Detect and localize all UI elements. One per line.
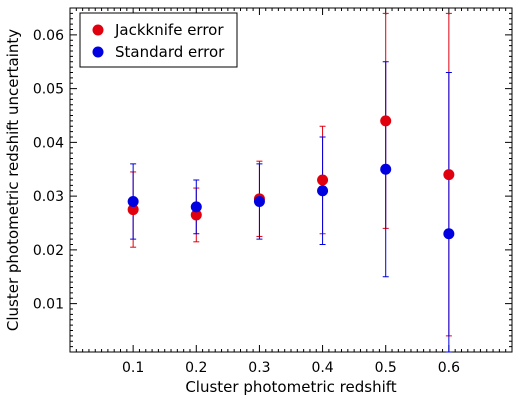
markers-jackknife	[127, 115, 455, 221]
y-tick-label: 0.02	[33, 243, 64, 259]
x-axis-label: Cluster photometric redshift	[185, 378, 396, 396]
markers-standard	[127, 163, 455, 240]
x-tick-label: 0.1	[122, 360, 144, 376]
data-point	[317, 174, 329, 186]
series-standard	[130, 61, 452, 353]
x-tick-label: 0.6	[438, 360, 460, 376]
x-tick-label: 0.2	[185, 360, 207, 376]
data-point	[443, 169, 455, 181]
data-point	[380, 115, 392, 127]
data-point	[443, 228, 455, 240]
data-point	[190, 209, 202, 221]
legend-marker	[92, 24, 104, 36]
y-tick-label: 0.03	[33, 189, 64, 205]
x-tick-label: 0.3	[248, 360, 270, 376]
y-tick-label: 0.06	[33, 28, 64, 44]
data-point	[127, 196, 139, 207]
legend-label: Standard error	[115, 43, 225, 61]
data-point	[253, 196, 265, 207]
data-point	[190, 201, 202, 213]
legend: Jackknife error Standard error	[79, 12, 238, 68]
y-axis-label: Cluster photometric redshift uncertainty	[4, 29, 22, 331]
y-tick-label: 0.04	[33, 135, 64, 151]
x-tick-label: 0.5	[375, 360, 397, 376]
y-tick-label: 0.05	[33, 82, 64, 98]
data-point	[127, 204, 139, 216]
legend-marker	[92, 46, 104, 58]
data-point	[380, 163, 392, 175]
axes: 0.1 0.2 0.3 0.4 0.5 0.6 0.01 0.02 0.03 0.04 0.05 0.…	[33, 7, 513, 376]
data-marks	[127, 12, 455, 353]
x-tick-label: 0.4	[311, 360, 333, 376]
legend-label: Jackknife error	[114, 21, 224, 39]
y-tick-label: 0.01	[33, 297, 64, 313]
data-point	[317, 185, 329, 197]
legend-box	[79, 12, 238, 68]
